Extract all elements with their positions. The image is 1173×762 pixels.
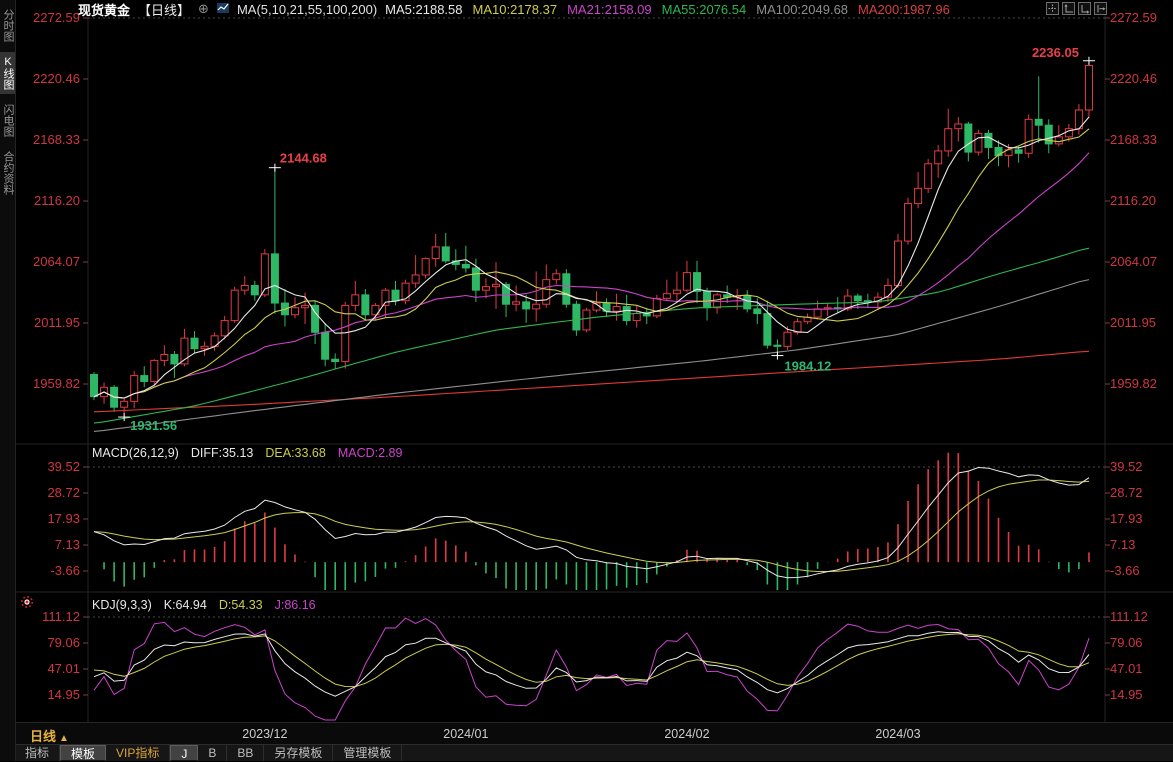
y-axis-label: 2116.20 <box>1110 193 1156 208</box>
bottom-tab[interactable]: 管理模板 <box>333 745 403 761</box>
collapse-panel-icon[interactable] <box>1094 2 1107 15</box>
bottom-tab[interactable]: B <box>198 745 228 761</box>
y-axis-label: 47.01 <box>47 661 80 676</box>
y-axis-label: 111.12 <box>1110 609 1148 624</box>
sidebar-tab[interactable]: 闪电图 <box>2 104 14 137</box>
bottom-tab[interactable]: BB <box>227 745 265 761</box>
ma-lines <box>93 116 1090 432</box>
ma-formula-label: MA(5,10,21,55,100,200) <box>236 1 378 17</box>
kdj-title: KDJ(9,3,3) <box>92 598 152 612</box>
candles-group[interactable] <box>90 60 1093 418</box>
y-axis-label: 28.72 <box>1110 485 1143 500</box>
macd-header: MACD(26,12,9) DIFF:35.13 DEA:33.68 MACD:… <box>92 446 402 460</box>
indicator-settings-icon[interactable] <box>20 595 34 614</box>
sidebar-tab[interactable]: 分时图 <box>2 9 14 42</box>
y-axis-label: 7.13 <box>55 537 80 552</box>
y-axis-label: 2168.33 <box>33 132 80 147</box>
macd-title: MACD(26,12,9) <box>92 446 179 460</box>
period-label: 【日线】 <box>138 2 191 18</box>
y-axis-label: 39.52 <box>1110 459 1143 474</box>
y-axis-label: 2011.95 <box>1110 315 1156 330</box>
y-axis-label: -3.66 <box>1110 563 1140 578</box>
y-axis-label: -3.66 <box>50 563 80 578</box>
kdj-d-value: D:54.33 <box>218 598 263 612</box>
symbol-name: 现货黄金 <box>78 2 131 18</box>
y-axis-label: 2011.95 <box>34 315 80 330</box>
x-axis-label: 2024/02 <box>664 727 710 741</box>
axis-scale-horizontal-icon[interactable] <box>1078 2 1091 15</box>
y-axis-label: 39.52 <box>47 459 80 474</box>
y-axis-label: 7.13 <box>1110 537 1135 552</box>
y-axis-label: 1959.82 <box>33 376 80 391</box>
bottom-tab[interactable]: J <box>170 745 199 761</box>
macd-value: MACD:2.89 <box>337 446 403 460</box>
y-axis-label: 2220.46 <box>1110 71 1157 86</box>
y-axis-label: 2064.07 <box>1110 254 1157 269</box>
y-axis-label: 2220.46 <box>33 71 80 86</box>
add-favorite-icon[interactable]: ⊕ <box>198 1 209 16</box>
ma-value-label: MA100:2049.68 <box>756 1 849 17</box>
ma-value-label: MA200:1987.96 <box>858 1 950 17</box>
y-axis-label: 79.06 <box>1110 635 1143 650</box>
y-axis-label: 47.01 <box>1110 661 1143 676</box>
y-axis-label: 17.93 <box>1110 511 1143 526</box>
x-axis-label: 2023/12 <box>242 727 288 741</box>
period-selector[interactable]: 日线 ▲ <box>30 729 69 744</box>
price-annotation-label: 1984.12 <box>784 359 831 374</box>
sidebar-tab[interactable]: K线图 <box>0 52 15 94</box>
ma-legend: MA5:2188.58 MA10:2178.37 MA21:2158.09 MA55:… <box>385 2 950 17</box>
bottom-tab[interactable]: 指标 <box>14 745 61 761</box>
sidebar-tab[interactable]: 合约资料 <box>2 151 14 195</box>
y-axis-label: 2116.20 <box>34 193 80 208</box>
kdj-k-value: K:64.94 <box>163 598 207 612</box>
ma-value-label: MA55:2076.54 <box>661 1 747 17</box>
y-axis-label: 2064.07 <box>33 254 80 269</box>
macd-plot[interactable] <box>93 452 1090 590</box>
kdj-header: KDJ(9,3,3) K:64.94 D:54.33 J:86.16 <box>92 598 316 612</box>
candlestick-chart[interactable]: 2272.59 2272.59 2220.46 2220.46 2168.33 2168.… <box>0 0 1173 722</box>
macd-dea-value: DEA:33.68 <box>265 446 326 460</box>
y-axis-label: 17.93 <box>47 511 80 526</box>
y-axis-label: 2272.59 <box>33 10 80 25</box>
header-toolbar <box>1046 2 1107 15</box>
bottom-tab[interactable]: 另存模板 <box>264 745 334 761</box>
y-axis-label: 14.95 <box>47 687 80 702</box>
caret-up-icon: ▲ <box>59 733 69 744</box>
y-axis-label: 14.95 <box>1110 687 1143 702</box>
y-axis-label: 2272.59 <box>1110 10 1157 25</box>
ma-value-label: MA5:2188.58 <box>385 1 463 17</box>
pan-icon[interactable] <box>1046 2 1059 15</box>
y-axis-label: 2168.33 <box>1110 132 1157 147</box>
axis-scale-vertical-icon[interactable] <box>1062 2 1075 15</box>
kdj-plot[interactable] <box>93 617 1090 721</box>
ma-value-label: MA21:2158.09 <box>567 1 652 17</box>
x-axis-label: 2024/03 <box>875 727 921 741</box>
kdj-j-value: J:86.16 <box>274 598 316 612</box>
y-axis-label: 28.72 <box>47 485 80 500</box>
y-axis-label: 111.12 <box>42 609 80 624</box>
bottom-toolbar: 指标 模板 VIP指标 J B BB 另存模板 管理模板 <box>0 744 1173 761</box>
chart-type-icon[interactable] <box>216 2 229 17</box>
bottom-tab[interactable]: 模板 <box>60 745 107 761</box>
x-axis-label: 2024/01 <box>443 727 489 741</box>
chart-header: 现货黄金 【日线】 ⊕ MA(5,10,21,55,100,200) MA5:2… <box>78 1 950 18</box>
ma-value-label: MA10:2178.37 <box>472 1 558 17</box>
sidebar: 分时图 K线图闪电图合约资料 <box>0 0 16 761</box>
macd-diff-value: DIFF:35.13 <box>190 446 254 460</box>
price-annotation-label: 1931.56 <box>130 418 177 433</box>
bottom-tab[interactable]: VIP指标 <box>106 745 171 761</box>
price-annotation-label: 2236.05 <box>1032 45 1079 60</box>
price-annotation-label: 2144.68 <box>280 151 327 166</box>
x-axis-bar: 日线 ▲ 2023/12 2024/01 2024/02 2024/03 <box>0 722 1173 744</box>
y-axis-label: 1959.82 <box>1110 376 1157 391</box>
price-annotations: 1931.56 2144.68 1984.12 2236.05 <box>118 45 1095 433</box>
y-axis-label: 79.06 <box>47 635 80 650</box>
